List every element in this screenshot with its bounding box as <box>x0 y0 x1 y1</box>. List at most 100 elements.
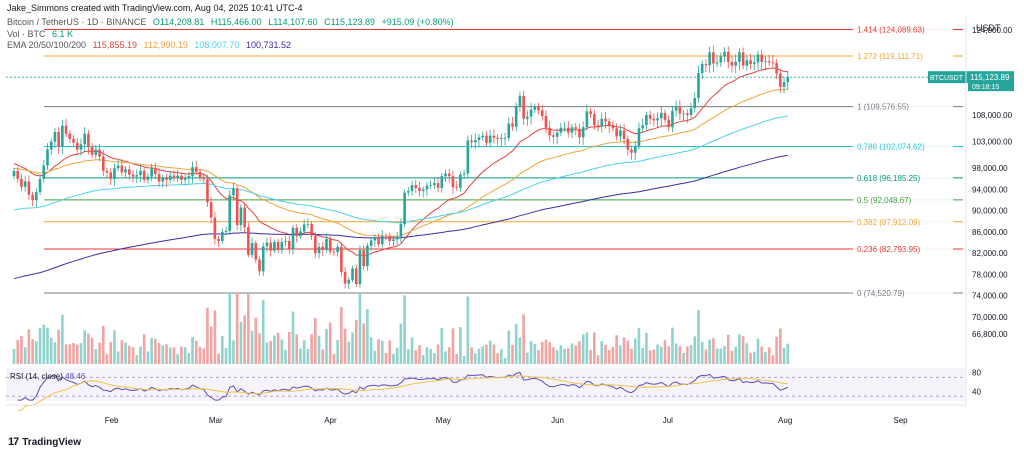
candle-body <box>261 246 265 272</box>
candle-body <box>343 271 347 284</box>
candle-body <box>433 183 436 186</box>
volume-bar <box>656 344 659 364</box>
candle-body <box>362 250 365 266</box>
symbol-badge <box>928 71 968 84</box>
symbol-title[interactable]: Bitcoin / TetherUS · 1D · BINANCE <box>7 17 147 27</box>
volume-bar <box>276 332 280 364</box>
fib-label-0: 0 (74,520.79) <box>857 289 905 298</box>
volume-bar <box>604 344 607 364</box>
candle-body <box>20 178 23 187</box>
volume-bar <box>269 340 272 364</box>
candle-body <box>168 175 172 180</box>
volume-bar <box>734 346 737 364</box>
candle-body <box>429 185 432 186</box>
volume-bar <box>273 335 276 364</box>
volume-label[interactable]: Vol · BTC <box>7 29 46 39</box>
tradingview-logo[interactable]: 17 TradingView <box>8 436 81 448</box>
candle-body <box>135 175 139 177</box>
price-tick: 103,000.00 <box>972 138 1013 147</box>
candle-body <box>101 156 105 171</box>
volume-bar <box>146 351 150 364</box>
candle-body <box>239 207 243 226</box>
candle-body <box>700 64 704 74</box>
volume-bar <box>150 338 153 364</box>
ema-legend[interactable]: EMA 20/50/100/200 115,855.19 112,990.19 … <box>7 40 295 50</box>
tradingview-logo-icon: 17 <box>8 436 19 448</box>
fib-label-0-382: 0.382 (87,912.09) <box>857 218 920 227</box>
candle-body <box>57 132 60 147</box>
volume-bar <box>68 344 72 364</box>
price-tick: 124,000.00 <box>972 26 1013 35</box>
volume-bar <box>693 336 697 364</box>
candle-body <box>462 173 466 175</box>
ohlc-low: L114,107.60 <box>268 17 318 27</box>
candle-body <box>786 77 790 83</box>
price-tick: 90,000.00 <box>972 207 1008 216</box>
volume-bar <box>511 344 514 364</box>
candle-body <box>224 230 228 232</box>
volume-bar <box>191 337 194 364</box>
candle-body <box>626 138 630 150</box>
volume-bar <box>462 356 466 364</box>
candle-body <box>607 121 611 126</box>
candle-body <box>726 51 730 62</box>
volume-bar <box>224 347 228 364</box>
volume-bar <box>726 334 730 364</box>
fib-label-bg <box>853 49 953 62</box>
candle-body <box>325 238 328 251</box>
tradingview-logo-text: TradingView <box>22 436 81 448</box>
fib-label-bg <box>853 140 953 153</box>
month-label-aug: Aug <box>778 416 792 425</box>
volume-bar <box>552 347 555 364</box>
volume-legend[interactable]: Vol · BTC 6.1 K <box>7 29 77 39</box>
volume-bar <box>544 339 548 364</box>
time-axis[interactable]: Feb Mar Apr May Jun Jul Aug Sep <box>6 404 966 425</box>
candle-body <box>27 181 31 195</box>
candle-body <box>418 187 421 192</box>
candle-body <box>715 62 719 64</box>
candle-body <box>131 174 135 177</box>
volume-bar <box>113 330 116 364</box>
candle-body <box>593 113 596 126</box>
volume-bar <box>354 320 358 364</box>
candle-body <box>38 178 42 193</box>
volume-bar <box>265 342 269 364</box>
candle-body <box>314 235 317 254</box>
candle-body <box>399 223 403 237</box>
candle-body <box>782 82 786 87</box>
candle-body <box>291 227 295 249</box>
candle-body <box>202 177 206 180</box>
candle-body <box>719 56 723 63</box>
volume-bar <box>596 355 600 364</box>
ema-label[interactable]: EMA 20/50/100/200 <box>7 40 87 50</box>
volume-bar <box>131 347 135 364</box>
symbol-legend[interactable]: Bitcoin / TetherUS · 1D · BINANCE O114,2… <box>7 17 458 27</box>
candle-body <box>492 135 496 138</box>
volume-bar <box>101 325 105 364</box>
fib-label-bg <box>853 23 953 36</box>
candle-body <box>157 174 161 182</box>
volume-bar <box>786 343 790 364</box>
symbol-badge-text: BTCUSDT <box>930 75 964 82</box>
month-label-mar: Mar <box>209 416 223 425</box>
volume-bar <box>507 330 511 364</box>
volume-bar <box>168 347 172 364</box>
volume-bar <box>53 342 57 364</box>
volume-bar <box>120 340 124 364</box>
candle-body <box>566 127 570 133</box>
month-label-feb: Feb <box>105 416 119 425</box>
candle-body <box>604 118 607 122</box>
price-badge <box>968 71 1014 92</box>
volume-bar <box>362 323 365 364</box>
candle-body <box>232 188 235 196</box>
volume-bar <box>410 337 414 364</box>
candle-body <box>581 127 585 138</box>
volume-bar <box>16 340 20 364</box>
candle-body <box>142 170 146 180</box>
candle-body <box>49 141 53 150</box>
volume-bar <box>600 341 604 364</box>
volume-bar <box>20 335 23 364</box>
candle-body <box>555 132 559 137</box>
